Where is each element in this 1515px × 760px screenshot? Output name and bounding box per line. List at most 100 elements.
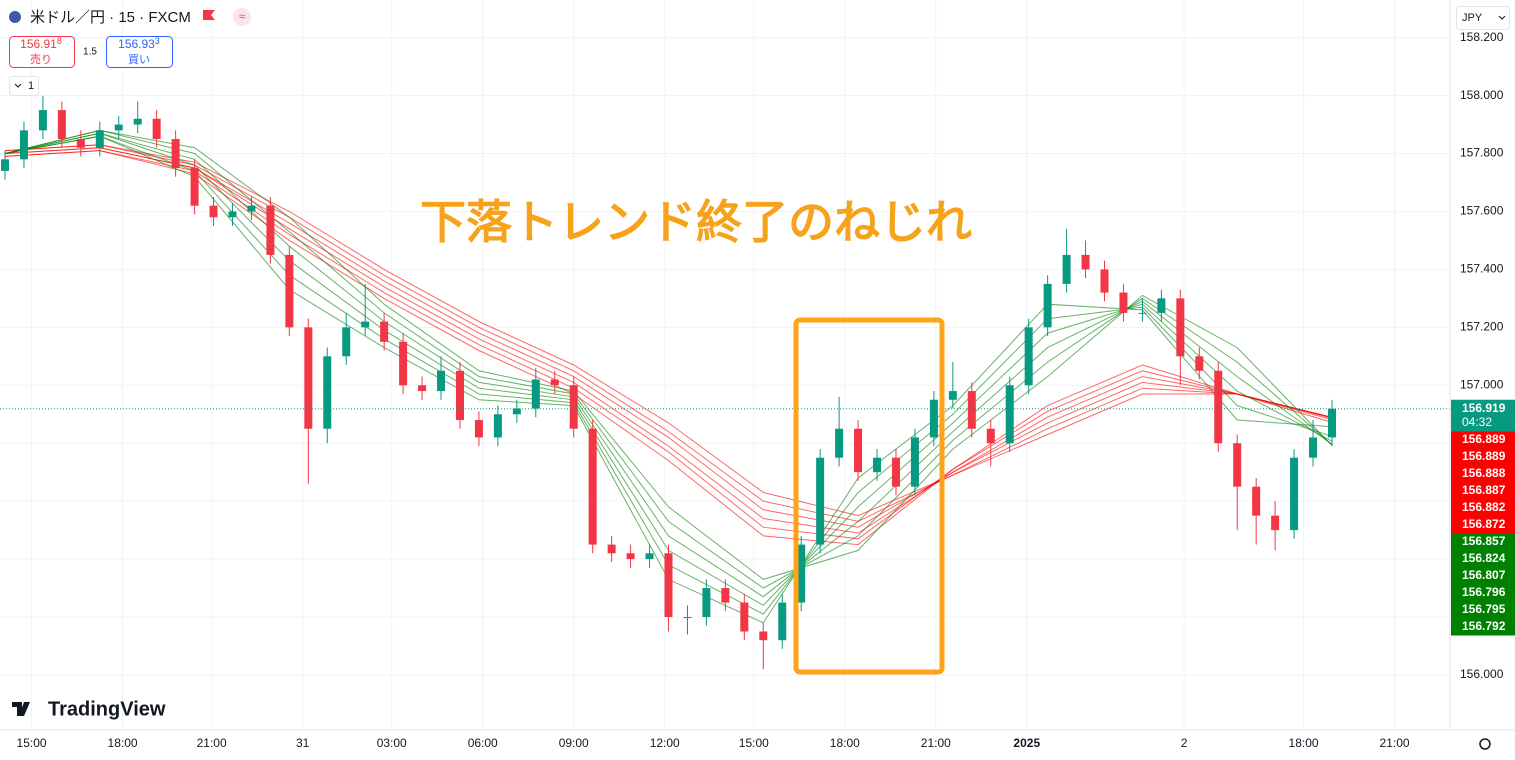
candle-body (342, 327, 351, 357)
buy-price: 156.933 (118, 36, 160, 51)
candle-body (1157, 298, 1166, 313)
series-tag-value: 156.796 (1462, 585, 1506, 599)
x-tick-label: 2 (1181, 736, 1188, 750)
series-tag-value: 156.888 (1462, 466, 1506, 480)
series-tag (1451, 584, 1515, 602)
candle-body (1290, 457, 1299, 531)
x-tick-label: 21:00 (1380, 736, 1410, 750)
series-tag-value: 156.889 (1462, 449, 1506, 463)
candle-body (1081, 254, 1090, 270)
symbol-title: 米ドル／円 · 15 · FXCM (30, 9, 191, 26)
x-tick-label: 12:00 (650, 736, 680, 750)
annotation: 下落トレンド終了のねじれ (420, 196, 972, 248)
candle-body (797, 544, 806, 603)
candle-body (285, 254, 294, 328)
candle-body (114, 124, 123, 131)
price-tag (1451, 399, 1515, 432)
candle-body (1024, 327, 1033, 386)
currency-button[interactable] (1456, 6, 1510, 30)
x-tick-label: 18:00 (830, 736, 860, 750)
candle-body (304, 327, 313, 429)
sell-button[interactable] (9, 36, 75, 68)
x-tick-label: 09:00 (559, 736, 589, 750)
series-tag-value: 156.882 (1462, 500, 1506, 514)
candle-body (910, 437, 919, 487)
series-tag-value: 156.887 (1462, 483, 1506, 497)
ribbon-line (4, 129, 1333, 589)
currency: JPY (1462, 12, 1483, 24)
candle-body (247, 205, 256, 212)
candle-body (418, 385, 427, 392)
candle-body (1271, 515, 1280, 531)
settings-icon[interactable] (1479, 738, 1491, 750)
candle-body (607, 544, 616, 554)
ribbon-line (4, 129, 1333, 580)
ribbon-line (4, 147, 1333, 528)
candle-body (1, 159, 9, 171)
candle-body (1138, 312, 1147, 314)
x-tick-label: 03:00 (377, 736, 407, 750)
candle-body (1309, 437, 1318, 458)
candle-body (209, 205, 218, 218)
y-tick-label: 157.800 (1460, 146, 1504, 160)
currency-chevron (1498, 15, 1506, 20)
sell-label: 売り (30, 53, 52, 66)
series-tag (1451, 533, 1515, 551)
collapse-button[interactable] (9, 76, 39, 96)
series-tag (1451, 482, 1515, 500)
candle-body (1100, 269, 1109, 293)
candle-body (38, 110, 47, 131)
series-tag (1451, 601, 1515, 619)
candle-body (1005, 385, 1014, 444)
chevron (14, 83, 22, 88)
candle-body (569, 385, 578, 429)
series-tag-value: 156.792 (1462, 619, 1506, 633)
ribbon-line (4, 150, 1333, 540)
buy-pip: 3 (155, 36, 160, 46)
candle-body (835, 428, 844, 458)
candle-body (380, 321, 389, 342)
sell-main: 156.91 (20, 37, 57, 51)
ribbon-line (4, 132, 1333, 598)
buy-label: 買い (128, 53, 150, 66)
candle-body (702, 588, 711, 618)
highlight-box (793, 317, 945, 675)
grid (0, 0, 1450, 730)
candle-body (531, 379, 540, 409)
candle-body (152, 118, 161, 140)
candle-body (437, 370, 446, 392)
candle-body (1233, 443, 1242, 487)
candle-body (171, 139, 180, 169)
candle-body (948, 391, 957, 400)
y-tick-label: 157.400 (1460, 262, 1504, 276)
candle-body (550, 379, 559, 386)
candle-body (986, 428, 995, 444)
candle-body (816, 457, 825, 545)
candle-body (1214, 370, 1223, 444)
candle-body (967, 391, 976, 429)
buy-button[interactable] (106, 36, 173, 68)
flag-marker[interactable] (203, 10, 215, 20)
series-tag-value: 156.824 (1462, 551, 1506, 565)
candles (0, 95, 1450, 670)
indicator-icon-glyph: ≈ (239, 11, 245, 23)
buy-main: 156.93 (118, 37, 155, 51)
candle-body (626, 553, 635, 560)
candle-body (474, 420, 483, 438)
indicator-count: 1 (28, 80, 34, 92)
candle-body (645, 553, 654, 560)
candle-body (133, 118, 142, 125)
series-tag (1451, 618, 1515, 636)
candle-body (854, 428, 863, 473)
candle-body (493, 414, 502, 438)
countdown: 04:32 (1462, 415, 1492, 429)
y-tick-label: 157.000 (1460, 377, 1504, 391)
indicator-icon[interactable] (233, 8, 251, 26)
candle-body (1195, 356, 1204, 371)
candle-body (1043, 283, 1052, 328)
x-tick-label: 06:00 (468, 736, 498, 750)
candle-body (266, 205, 275, 255)
price-tag-value: 156.919 (1462, 401, 1506, 415)
series-tag (1451, 431, 1515, 449)
